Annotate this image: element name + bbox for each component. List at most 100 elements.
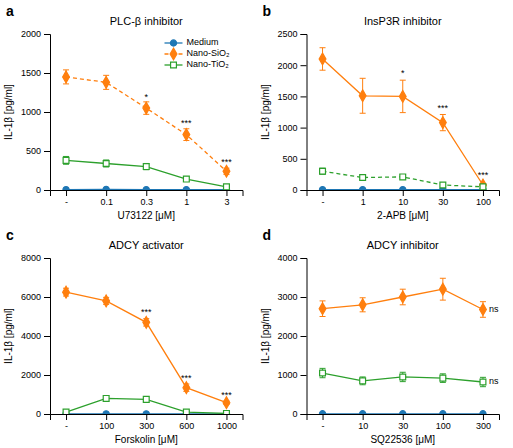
error-bar-cap — [440, 278, 446, 279]
tick-label: 1 — [184, 197, 189, 207]
annotations: ********* — [141, 307, 232, 399]
point — [63, 409, 69, 414]
tick-label: 3000 — [277, 292, 297, 302]
series — [320, 368, 486, 386]
tick-mark — [301, 336, 307, 337]
error-bar — [360, 298, 366, 312]
tick-mark — [403, 190, 404, 196]
tick-label: 2000 — [21, 29, 41, 39]
tick-mark — [44, 112, 50, 113]
axis-line — [301, 35, 308, 191]
y-axis-label: IL-1β [pg/ml] — [3, 308, 14, 364]
tick: - — [65, 190, 68, 207]
point — [439, 117, 446, 129]
error-bar-cap — [320, 316, 326, 317]
point — [399, 291, 406, 303]
series-line — [323, 289, 483, 309]
point — [103, 295, 110, 307]
tick-mark — [44, 414, 50, 415]
error-bar-cap — [480, 386, 486, 387]
panel: -0.10.3130500100015002000*******PLC-β in… — [3, 3, 243, 221]
tick: 0.3 — [140, 190, 153, 207]
tick-label: - — [322, 421, 325, 431]
tick-label: 2000 — [21, 370, 41, 380]
legend-label: Medium — [187, 37, 219, 47]
tick-label: 1500 — [21, 68, 41, 78]
point — [440, 411, 446, 414]
point — [63, 71, 70, 83]
error-bar-cap — [480, 301, 486, 302]
annotation: * — [401, 68, 405, 78]
tick: 3000 — [277, 292, 306, 302]
tick-mark — [301, 414, 307, 415]
tick-mark — [186, 414, 187, 420]
series-line — [66, 77, 226, 171]
tick-mark — [301, 65, 307, 66]
tick-mark — [186, 190, 187, 196]
error-bar — [400, 372, 406, 381]
error-bar-cap — [400, 80, 406, 81]
tick-mark — [44, 34, 50, 35]
annotations: ******* — [401, 68, 489, 180]
series — [319, 48, 486, 190]
tick-mark — [443, 414, 444, 420]
y-axis-label: IL-1β [pg/ml] — [260, 84, 271, 140]
legend-marker — [170, 40, 176, 46]
point — [63, 187, 69, 190]
title: ADCY inhibitor — [367, 239, 439, 251]
axis-line — [51, 191, 244, 197]
series — [319, 278, 486, 317]
tick: 1 — [361, 190, 366, 207]
annotation: *** — [221, 157, 232, 167]
tick-mark — [146, 190, 147, 196]
error-bar-cap — [440, 130, 446, 131]
error-bar-cap — [320, 368, 326, 369]
legend-item: Medium — [165, 37, 219, 47]
point — [480, 179, 487, 190]
tick-mark — [44, 336, 50, 337]
point — [360, 378, 366, 384]
tick-mark — [323, 414, 324, 420]
tick: - — [65, 414, 68, 431]
tick-mark — [146, 414, 147, 420]
error-bar-cap — [63, 164, 69, 165]
error-bar-cap — [480, 377, 486, 378]
tick-label: 30 — [398, 421, 408, 431]
tick: 10 — [398, 190, 408, 207]
point — [359, 299, 366, 311]
point — [319, 187, 325, 190]
point — [103, 411, 109, 414]
legend: MediumNano-SiO₂Nano-TiO₂ — [165, 37, 231, 69]
error-bar — [400, 80, 406, 112]
point — [223, 411, 229, 414]
annotations: ******* — [144, 92, 232, 167]
panel-label: b — [263, 3, 272, 19]
tick-label: 8000 — [21, 253, 41, 263]
title: InsP3R inhibitor — [364, 15, 442, 27]
series — [63, 156, 229, 189]
point — [400, 411, 406, 414]
tick-label: 100 — [476, 197, 491, 207]
error-bar — [183, 129, 189, 141]
tick: 2000 — [21, 29, 50, 39]
tick: 4000 — [21, 331, 50, 341]
axis-line — [301, 259, 308, 415]
tick: 100 — [436, 414, 451, 431]
x-axis-label: U73122 [μM] — [118, 210, 176, 221]
error-bar — [143, 102, 149, 114]
panel: -100300600100002000400060008000*********… — [3, 227, 243, 445]
point — [319, 303, 326, 315]
point — [480, 184, 486, 190]
tick-label: 4000 — [277, 253, 297, 263]
tick-label: 1500 — [277, 92, 297, 102]
tick-mark — [301, 375, 307, 376]
tick-mark — [301, 159, 307, 160]
series — [63, 186, 230, 190]
point — [183, 382, 190, 394]
x-axis-label: Forskolin [μM] — [115, 434, 178, 445]
error-bar — [143, 397, 149, 402]
series-line — [66, 292, 226, 403]
annotation: * — [144, 92, 148, 102]
error-bar-cap — [360, 384, 366, 385]
tick-label: 10 — [398, 197, 408, 207]
